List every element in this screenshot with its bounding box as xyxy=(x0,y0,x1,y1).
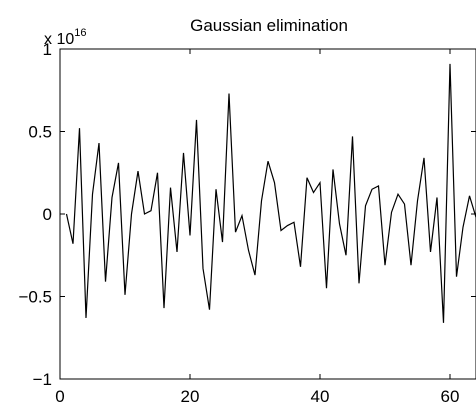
y-tick-label: −1 xyxy=(33,370,52,389)
ticks xyxy=(59,48,476,380)
y-tick-label: 0.5 xyxy=(28,123,52,142)
y-multiplier: x 1016 xyxy=(44,27,87,48)
y-multiplier-exponent: 16 xyxy=(74,27,86,39)
plot-frame xyxy=(59,48,476,380)
tick-labels: 0 20 40 60 −1 −0.5 0 0.5 1 xyxy=(18,40,459,406)
y-tick-label: 0 xyxy=(43,205,52,224)
chart-title: Gaussian elimination xyxy=(190,16,348,35)
y-tick-label: −0.5 xyxy=(18,288,52,307)
y-multiplier-base: x 10 xyxy=(44,31,74,48)
y-tick-label: 1 xyxy=(43,40,52,59)
x-tick-label: 60 xyxy=(441,387,460,406)
x-tick-label: 40 xyxy=(311,387,330,406)
series-line xyxy=(65,63,476,323)
x-tick-label: 20 xyxy=(181,387,200,406)
x-tick-label: 0 xyxy=(55,387,64,406)
